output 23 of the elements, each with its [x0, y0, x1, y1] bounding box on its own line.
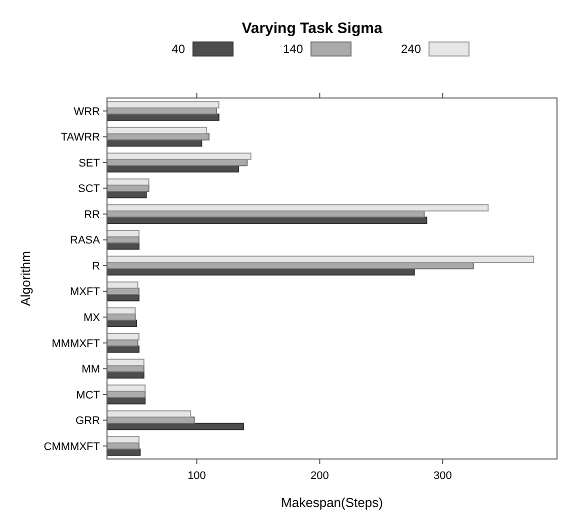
y-tick-label: WRR: [74, 106, 100, 118]
y-tick-label: CMMMXFT: [44, 440, 100, 453]
legend-label: 240: [400, 42, 422, 56]
y-tick-label: GRR: [76, 415, 100, 428]
y-tick-label: MMMXFT: [52, 338, 100, 350]
y-tick-label: MX: [84, 312, 101, 324]
legend-label: 40: [172, 42, 186, 56]
y-tick-label: MM: [82, 364, 100, 376]
y-tick-label: RASA: [70, 234, 101, 247]
x-axis-title: Makespan(Steps): [281, 495, 383, 510]
y-tick-label: MXFT: [70, 286, 100, 298]
y-tick-label: TAWRR: [60, 132, 100, 144]
legend-title: Varying Task Sigma: [242, 20, 383, 37]
y-tick-label: MCT: [76, 389, 100, 402]
y-tick-label: SCT: [78, 183, 100, 196]
y-tick-label: SET: [78, 157, 100, 170]
y-tick-label: R: [92, 260, 100, 272]
y-axis-title: Algorithm: [18, 251, 33, 306]
x-tick-label: 300: [433, 470, 452, 482]
y-tick-label: RR: [84, 208, 100, 221]
x-tick-label: 200: [310, 470, 329, 482]
x-tick-label: 100: [188, 470, 206, 482]
legend-label: 140: [282, 42, 304, 56]
